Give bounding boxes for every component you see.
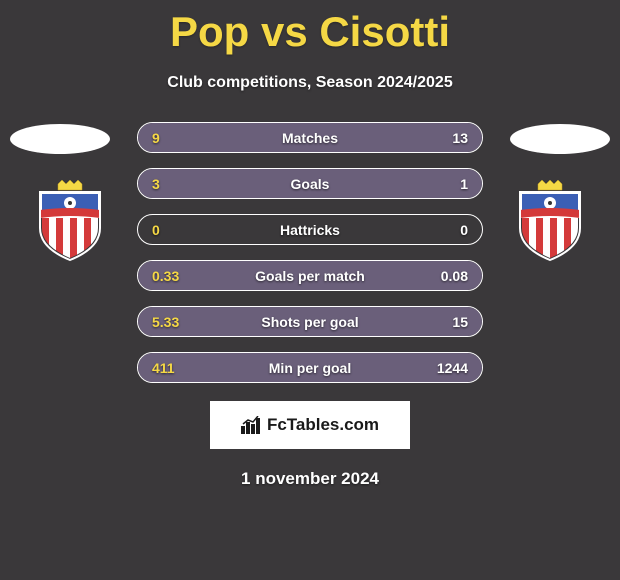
player-left-disc [10,124,110,154]
date-label: 1 november 2024 [0,469,620,489]
stat-label: Goals [291,176,330,192]
stat-label: Min per goal [269,360,351,376]
stat-fill-left [138,169,396,198]
club-badge-left [30,178,110,263]
stat-left-value: 5.33 [152,314,179,330]
comparison-title: Pop vs Cisotti [0,0,620,56]
stat-row: 5.33 15 Shots per goal [137,306,483,337]
stat-fill-right [396,169,482,198]
stat-left-value: 9 [152,130,160,146]
stat-left-value: 0.33 [152,268,179,284]
fctables-label: FcTables.com [267,415,379,435]
stat-label: Shots per goal [261,314,358,330]
stat-left-value: 411 [152,360,175,376]
stat-right-value: 15 [452,314,468,330]
player-right-disc [510,124,610,154]
stat-row: 0 0 Hattricks [137,214,483,245]
stat-label: Matches [282,130,338,146]
stat-right-value: 1 [460,176,468,192]
stat-fill-left [138,353,224,382]
stat-right-value: 13 [452,130,468,146]
fctables-watermark: FcTables.com [210,401,410,449]
stat-row: 411 1244 Min per goal [137,352,483,383]
club-badge-right [510,178,590,263]
stat-right-value: 0 [460,222,468,238]
stat-right-value: 0.08 [441,268,468,284]
chart-icon [241,416,261,434]
stat-right-value: 1244 [437,360,468,376]
stat-label: Hattricks [280,222,340,238]
stat-left-value: 0 [152,222,160,238]
stat-row: 9 13 Matches [137,122,483,153]
stats-container: 9 13 Matches 3 1 Goals 0 0 Hattricks 0.33 0.08 Goal… [137,122,483,383]
subtitle: Club competitions, Season 2024/2025 [0,74,620,92]
stat-label: Goals per match [255,268,365,284]
stat-row: 0.33 0.08 Goals per match [137,260,483,291]
stat-left-value: 3 [152,176,160,192]
stat-row: 3 1 Goals [137,168,483,199]
